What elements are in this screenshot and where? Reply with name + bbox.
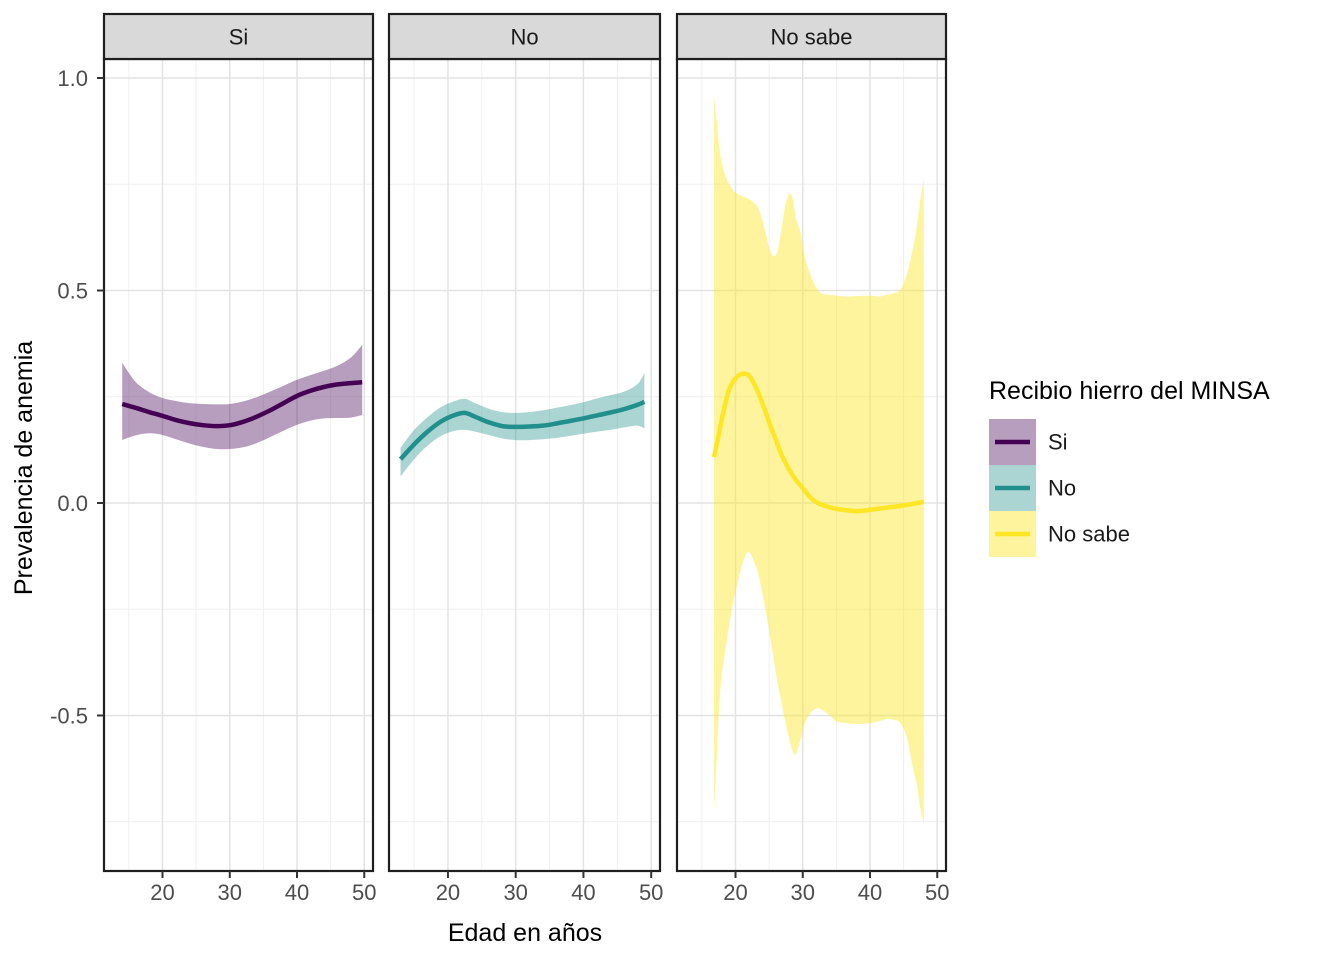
facet-strip-label: Si [229,25,249,50]
legend-item-no: No [989,465,1076,511]
x-tick-label: 40 [285,880,309,905]
confidence-ribbon-no-sabe [714,97,924,824]
x-tick-label: 30 [218,880,242,905]
smooth-line-no [398,399,646,461]
panel-background [677,59,946,871]
legend-item-label: Si [1048,430,1068,455]
axes-layer: 20 30 40 50 20 30 40 50 20 30 40 50 1.0 0.5 0.0 -0.5 [50,66,949,905]
x-tick-label: 20 [723,880,747,905]
x-tick-label: 50 [925,880,949,905]
y-axis-title: Prevalencia de anemia [10,341,38,595]
facet-strip-label: No [510,25,538,50]
smooth-line-no-sabe [711,371,925,514]
panel-background [104,59,373,871]
x-axis-title: Edad en años [448,919,602,947]
facet-no: No [387,12,662,873]
legend-item-si: Si [989,419,1068,465]
facet-strip [102,12,375,61]
facet-strip [387,12,662,61]
legend-layer: Si No No sabe [989,419,1130,557]
x-tick-label: 30 [791,880,815,905]
x-tick-label: 20 [150,880,174,905]
x-tick-label: 40 [858,880,882,905]
x-tick-label: 20 [436,880,460,905]
y-tick-label: -0.5 [50,704,88,729]
panel-background [389,59,660,871]
x-tick-label: 40 [571,880,595,905]
facet-si: Si [102,12,375,873]
x-tick-label: 30 [503,880,527,905]
y-tick-label: 0.0 [57,491,88,516]
facet-strip [675,12,948,61]
legend-item-label: No sabe [1048,522,1130,547]
facet-strip-label: No sabe [771,25,853,50]
legend-item-no-sabe: No sabe [989,511,1130,557]
smooth-line-si [121,380,363,429]
y-tick-label: 1.0 [57,66,88,91]
legend-item-label: No [1048,476,1076,501]
legend-title: Recibio hierro del MINSA [989,377,1270,405]
x-tick-label: 50 [639,880,663,905]
y-tick-label: 0.5 [57,279,88,304]
panels-layer: Si No No sabe [102,12,948,873]
x-tick-label: 50 [352,880,376,905]
facet-no-sabe: No sabe [675,12,948,873]
